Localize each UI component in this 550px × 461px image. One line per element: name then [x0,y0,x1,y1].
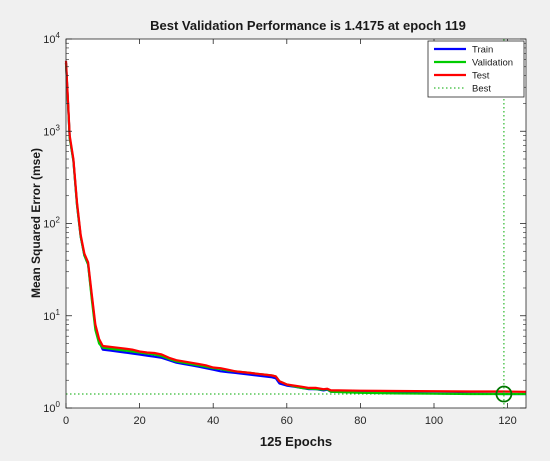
x-tick-label: 80 [354,415,366,427]
plot-area [66,39,526,408]
x-tick-label: 120 [498,415,516,427]
y-tick-label: 100 [43,400,60,415]
y-axis-label: Mean Squared Error (mse) [29,148,43,298]
legend-label-validation: Validation [472,58,513,69]
x-axis-label: 125 Epochs [260,434,332,449]
x-tick-label: 0 [63,415,69,427]
y-tick-label: 104 [43,31,60,46]
x-tick-label: 40 [207,415,219,427]
legend-label-best: Best [472,84,491,95]
x-tick-label: 20 [133,415,145,427]
legend: Train Validation Test Best [427,40,525,98]
y-tick-label: 102 [43,216,60,231]
series-line-test [64,60,527,393]
x-tick-label: 100 [425,415,443,427]
best-layer [66,39,526,408]
plot-frame [65,38,527,409]
y-tick-label: 101 [43,308,60,323]
x-tick-label: 60 [281,415,293,427]
legend-box [427,40,525,98]
legend-label-train: Train [472,45,493,56]
best-point-marker [495,385,513,403]
legend-label-test: Test [472,71,490,82]
series-layer [64,60,527,396]
y-tick-label: 103 [43,123,60,138]
chart-title: Best Validation Performance is 1.4175 at… [150,18,466,33]
